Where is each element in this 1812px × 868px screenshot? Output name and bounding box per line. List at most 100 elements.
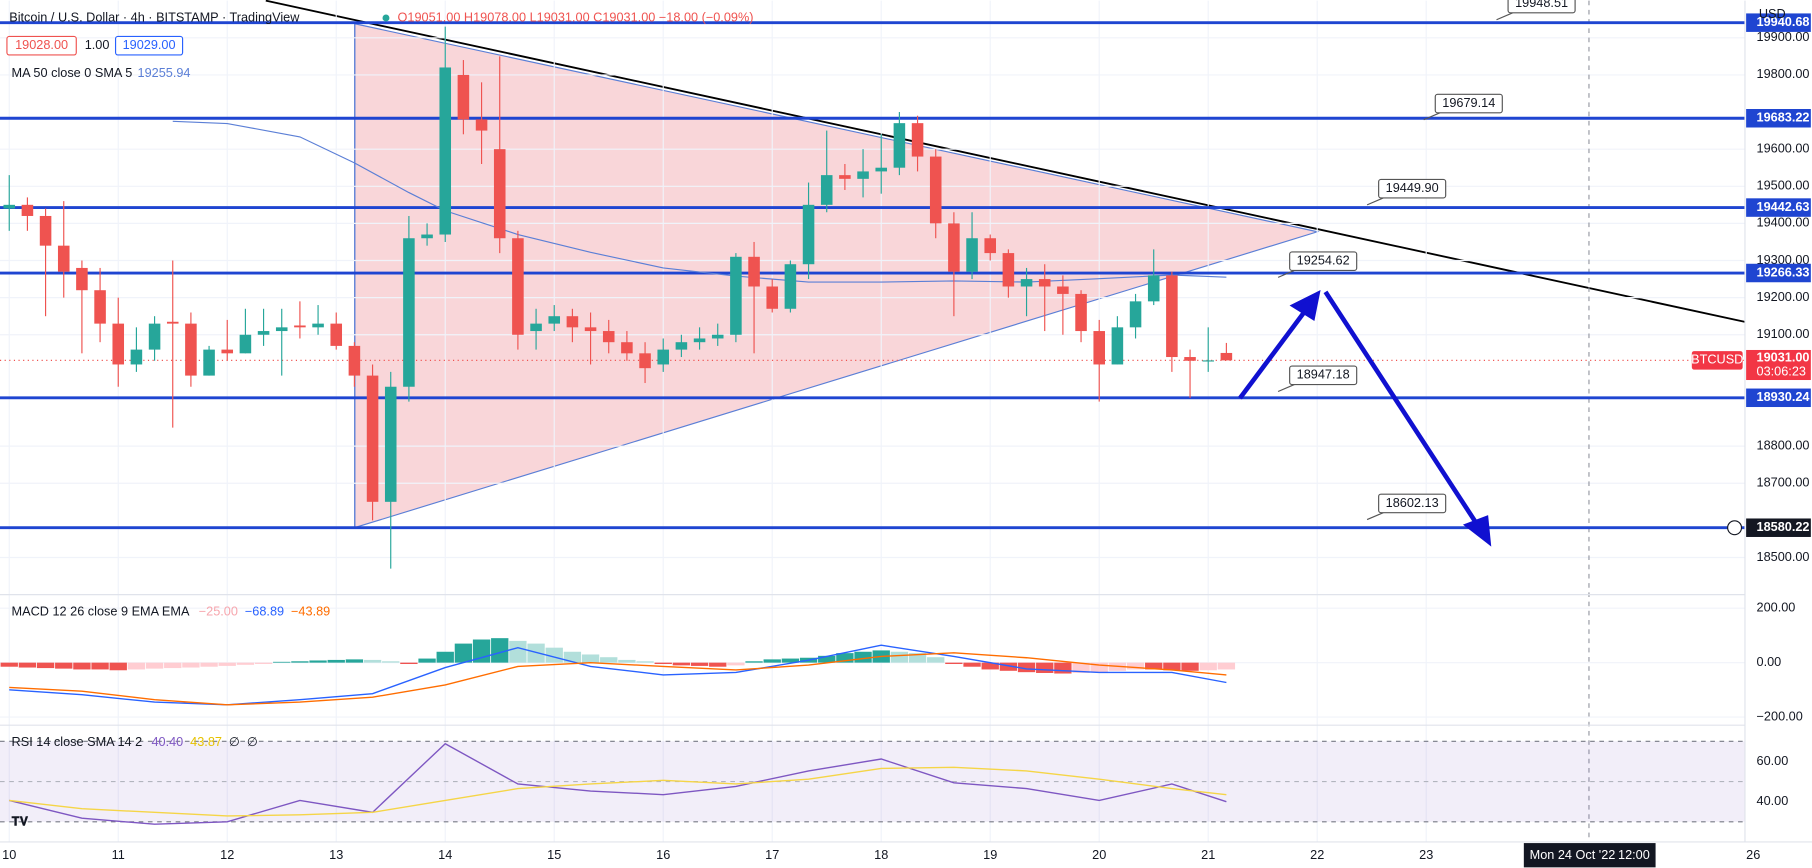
macd-histogram-bar xyxy=(745,661,763,663)
candle-body xyxy=(548,316,561,324)
level-tag xyxy=(1746,109,1811,128)
level-tag-label: 19442.63 xyxy=(1757,199,1810,214)
candle-body xyxy=(875,167,888,172)
level-tag xyxy=(1746,388,1811,408)
callout-pointer xyxy=(1496,12,1513,21)
macd-histogram-bar xyxy=(818,655,836,663)
indicator-value: 43.87 xyxy=(190,734,222,749)
callout-label: 19254.62 xyxy=(1297,253,1350,268)
candle-body xyxy=(512,238,524,335)
candle-body xyxy=(294,325,306,328)
macd-histogram-bar xyxy=(727,662,745,666)
candle-body xyxy=(312,323,324,328)
macd-histogram-bar xyxy=(963,662,981,667)
indicator-value: −68.89 xyxy=(245,603,284,618)
level-tag xyxy=(1746,13,1811,32)
candle-body xyxy=(621,342,633,354)
ma-legend-value: 19255.94 xyxy=(138,65,191,80)
callout-label: 18947.18 xyxy=(1297,367,1350,382)
indicator-value: 40.40 xyxy=(151,734,183,749)
x-tick-label: 22 xyxy=(1310,847,1324,862)
callout-pointer xyxy=(1366,512,1384,521)
macd-histogram-bar xyxy=(491,638,509,663)
candle-body xyxy=(566,316,579,328)
macd-histogram-bar xyxy=(382,661,400,663)
last-price-label: 19031.00 xyxy=(1757,349,1810,364)
indicator-legend: RSI 14 close SMA 14 2 xyxy=(12,734,143,749)
x-tick-label: 17 xyxy=(765,847,779,862)
macd-histogram-bar xyxy=(1199,662,1217,671)
level-tag-label: 19266.33 xyxy=(1757,264,1810,279)
candle-body xyxy=(675,342,688,350)
symbol-tag xyxy=(1691,351,1743,370)
callout-box xyxy=(1507,0,1576,14)
y-tick-label: 18500.00 xyxy=(1757,549,1810,564)
candle-body xyxy=(475,119,488,131)
macd-histogram-bar xyxy=(254,662,273,665)
candle-body xyxy=(657,349,670,365)
x-tick-label: 15 xyxy=(547,847,561,862)
candle-body xyxy=(39,215,52,246)
candle-body xyxy=(3,204,16,209)
macd-histogram-bar xyxy=(345,659,364,663)
time-axis xyxy=(0,841,1745,868)
indicator-value: −43.89 xyxy=(291,603,330,618)
y-tick-label: 19500.00 xyxy=(1757,178,1810,193)
x-tick-label: 13 xyxy=(329,847,343,862)
macd-histogram-bar xyxy=(182,662,200,668)
macd-histogram-bar xyxy=(1036,662,1054,673)
bid: 19028.00 xyxy=(15,37,68,52)
macd-histogram-bar xyxy=(581,654,600,663)
candle-body xyxy=(893,123,906,168)
macd-histogram-bar xyxy=(236,662,255,665)
callout-pointer xyxy=(1277,269,1295,278)
countdown: 03:06:23 xyxy=(1757,363,1806,378)
y-tick-label: 18700.00 xyxy=(1757,475,1810,490)
ma-line xyxy=(172,120,1227,283)
candle-body xyxy=(203,349,215,376)
level-tag-label: 18930.24 xyxy=(1757,389,1810,404)
rsi-line xyxy=(9,766,1227,817)
y-tick-label: 19600.00 xyxy=(1757,141,1810,156)
macd-histogram-bar xyxy=(127,662,146,670)
candle-body xyxy=(1129,301,1142,328)
arrow-up xyxy=(1238,305,1311,400)
y-tick-label: 19400.00 xyxy=(1757,215,1810,230)
macd-histogram-bar xyxy=(781,658,800,663)
macd-histogram-bar xyxy=(908,653,927,663)
currency: USD xyxy=(1759,6,1786,21)
macd-histogram-bar xyxy=(36,662,55,669)
x-tick-label: 12 xyxy=(220,847,234,862)
callout-box xyxy=(1434,93,1503,114)
candle-body xyxy=(348,345,361,376)
macd-histogram-bar xyxy=(563,651,582,663)
symbol-label: BTCUSD xyxy=(1691,352,1743,367)
level-tag xyxy=(1746,263,1811,283)
candle-body xyxy=(784,264,797,309)
macd-histogram-bar xyxy=(327,659,345,663)
x-tick-label: 14 xyxy=(438,847,452,862)
callout-pointer xyxy=(1423,112,1441,121)
y-tick-label: −200.00 xyxy=(1757,708,1803,723)
ma-legend: MA 50 close 0 SMA 5 xyxy=(12,65,133,80)
candle-body xyxy=(984,238,996,254)
candle-body xyxy=(748,256,760,287)
macd-histogram-bar xyxy=(636,661,654,663)
candle-body xyxy=(403,238,415,387)
candle-body xyxy=(330,323,343,346)
macd-histogram-bar xyxy=(218,662,236,666)
candle-body xyxy=(57,245,70,272)
macd-histogram-bar xyxy=(145,662,164,669)
candle-body xyxy=(457,74,470,120)
candle-body xyxy=(1093,331,1105,365)
candle-body xyxy=(1220,352,1233,361)
level-tag-label: 18580.22 xyxy=(1757,519,1810,534)
crosshair-plus[interactable] xyxy=(1727,520,1743,536)
ask: 19029.00 xyxy=(123,37,176,52)
ask-box xyxy=(114,35,184,56)
macd-histogram-bar xyxy=(527,643,545,663)
price-axis xyxy=(1744,0,1812,868)
candle-body xyxy=(1020,279,1033,287)
macd-histogram-bar xyxy=(1145,662,1163,670)
crosshair-tag xyxy=(1523,843,1656,868)
